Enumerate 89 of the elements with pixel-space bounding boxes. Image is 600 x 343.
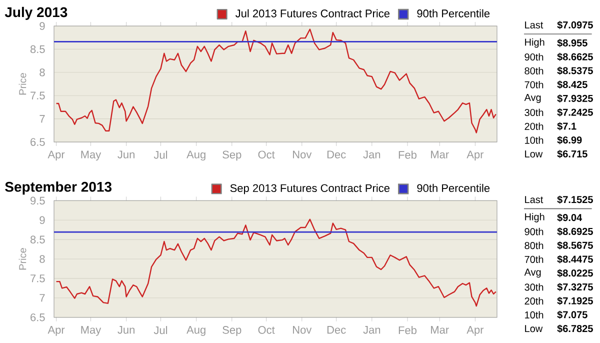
y-axis-title: Price — [18, 248, 26, 270]
text: $8.5375 — [557, 66, 593, 75]
text: $7.9325 — [557, 94, 593, 103]
x-tick-label: Feb — [398, 150, 416, 159]
x-tick-label: Jun — [118, 326, 134, 334]
text: $8.5675 — [557, 241, 593, 250]
legend-label: 90th Percentile — [417, 9, 490, 18]
text: $7.1525 — [557, 196, 593, 204]
text: $8.4475 — [557, 255, 593, 264]
y-tick-label: 9 — [40, 216, 45, 224]
text: $8.0225 — [557, 269, 593, 278]
text: High — [525, 38, 544, 48]
text: $7.2425 — [557, 108, 593, 116]
x-tick-label: Nov — [293, 326, 312, 334]
x-tick-label: Nov — [293, 150, 312, 158]
y-tick-label: 7.5 — [30, 274, 45, 282]
x-tick-label: Jan — [363, 150, 380, 158]
x-tick-label: Jul — [154, 150, 168, 159]
text: $9.04 — [557, 214, 582, 222]
text: 20th — [524, 297, 544, 305]
line-series — [56, 218, 496, 307]
text: $7.3275 — [557, 282, 593, 292]
x-tick-label: Jun — [118, 150, 134, 158]
x-tick-label: Apr — [48, 150, 65, 161]
text: 10th — [525, 136, 544, 144]
chart-title: September 2013 — [5, 182, 112, 195]
x-tick-label: Aug — [186, 150, 206, 161]
text: $8.6625 — [557, 52, 593, 61]
legend-label: Sep 2013 Futures Contract Price — [230, 184, 390, 194]
y-tick-label: 7 — [40, 115, 45, 123]
text: 30th — [524, 108, 544, 116]
y-tick-label: 7 — [40, 294, 45, 302]
text: Avg — [524, 94, 541, 103]
x-tick-label: Jul — [154, 326, 168, 334]
x-tick-label: Feb — [398, 326, 416, 334]
y-tick-label: 8.5 — [30, 236, 45, 244]
text: Last — [525, 22, 544, 28]
x-tick-label: Mar — [431, 326, 449, 334]
text: $6.99 — [557, 136, 582, 144]
text: Last — [525, 196, 544, 204]
text: $7.1 — [557, 122, 576, 130]
text: 20th — [524, 122, 544, 130]
legend-label: Jul 2013 Futures Contract Price — [236, 9, 390, 18]
text: $6.7825 — [557, 324, 593, 333]
text: 90th — [524, 53, 544, 61]
text: 70th — [524, 256, 544, 263]
x-tick-label: Dec — [327, 150, 346, 158]
text: 70th — [524, 80, 544, 88]
text: Low — [525, 325, 543, 332]
x-tick-label: Dec — [327, 326, 346, 334]
text: $7.0975 — [557, 20, 593, 30]
text: 80th — [524, 242, 544, 250]
x-tick-label: May — [81, 150, 102, 161]
y-tick-label: 6.5 — [30, 313, 45, 322]
x-tick-label: Oct — [258, 326, 275, 334]
y-tick-label: 8 — [40, 255, 45, 263]
text: High — [525, 213, 544, 222]
chart-title: July 2013 — [4, 6, 68, 20]
text: $8.425 — [557, 80, 588, 89]
legend-label: 90th Percentile — [417, 184, 490, 192]
text: $7.075 — [557, 310, 588, 319]
x-tick-label: Apr — [466, 150, 484, 161]
text: $6.715 — [557, 150, 588, 158]
y-axis-title: Price — [18, 73, 26, 95]
x-tick-label: Mar — [431, 150, 449, 158]
x-tick-label: Sep — [222, 150, 242, 161]
text: Low — [525, 150, 543, 158]
text: 80th — [524, 67, 544, 74]
text: $8.6925 — [557, 227, 593, 236]
x-tick-label: Aug — [186, 326, 206, 336]
x-tick-label: May — [81, 326, 102, 336]
x-tick-label: Sep — [222, 326, 242, 336]
x-tick-label: Apr — [466, 326, 484, 336]
text: 90th — [524, 228, 544, 236]
text: 10th — [525, 311, 544, 318]
text: $8.955 — [557, 38, 588, 48]
text: Avg — [524, 268, 541, 278]
y-tick-label: 7.5 — [30, 92, 45, 100]
y-tick-label: 6.5 — [30, 138, 45, 146]
line-series — [56, 28, 496, 134]
text: 30th — [524, 283, 544, 291]
text: $7.1925 — [557, 296, 593, 305]
x-tick-label: Oct — [258, 150, 275, 158]
y-tick-label: 8.5 — [30, 45, 45, 54]
y-tick-label: 9.5 — [30, 196, 45, 205]
y-tick-label: 8 — [40, 68, 45, 76]
y-tick-label: 9 — [40, 22, 45, 30]
x-tick-label: Jan — [363, 326, 380, 334]
x-tick-label: Apr — [48, 326, 65, 336]
